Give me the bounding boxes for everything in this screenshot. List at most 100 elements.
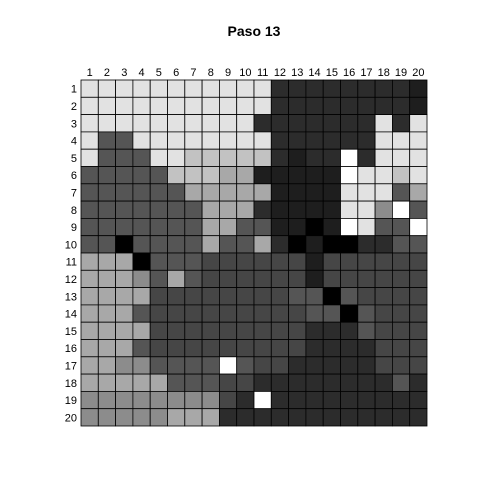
heatmap-cell-r5-c4 (132, 148, 151, 167)
heatmap-cell-r8-c11 (253, 200, 272, 219)
heatmap-cell-r3-c1 (80, 114, 99, 133)
heatmap-cell-r11-c12 (270, 252, 289, 271)
heatmap-cell-r18-c18 (374, 373, 393, 392)
heatmap-cell-r6-c3 (115, 166, 134, 185)
heatmap-cell-r5-c16 (340, 148, 359, 167)
y-tick-label: 20 (65, 412, 77, 424)
heatmap-cell-r19-c8 (201, 390, 220, 410)
heatmap-cell-r7-c1 (80, 183, 99, 202)
heatmap-cell-r1-c2 (97, 79, 117, 98)
heatmap-cell-r9-c3 (115, 217, 134, 237)
heatmap-cell-r10-c17 (357, 235, 376, 254)
heatmap-cell-r3-c15 (322, 114, 341, 133)
heatmap-cell-r10-c2 (97, 235, 117, 254)
heatmap-cell-r8-c19 (391, 200, 411, 219)
heatmap-cell-r2-c15 (322, 96, 341, 116)
heatmap-cell-r9-c4 (132, 217, 151, 237)
heatmap-cell-r20-c14 (305, 408, 324, 427)
heatmap-cell-r14-c5 (149, 304, 168, 323)
heatmap-cell-r8-c20 (409, 200, 428, 219)
heatmap-cell-r16-c17 (357, 339, 376, 358)
heatmap-cell-r15-c8 (201, 321, 220, 340)
heatmap-cell-r15-c14 (305, 321, 324, 340)
heatmap-cell-r1-c8 (201, 79, 220, 98)
heatmap-cell-r10-c9 (218, 235, 238, 254)
heatmap-cell-r12-c8 (201, 269, 220, 288)
heatmap-cell-r10-c1 (80, 235, 99, 254)
heatmap-cell-r18-c14 (305, 373, 324, 392)
heatmap-cell-r16-c4 (132, 339, 151, 358)
heatmap-cell-r20-c11 (253, 408, 272, 427)
x-tick-label: 15 (326, 67, 338, 79)
heatmap-cell-r9-c5 (149, 217, 168, 237)
heatmap-cell-r18-c6 (167, 373, 186, 392)
heatmap-cell-r17-c18 (374, 356, 393, 375)
heatmap-cell-r15-c1 (80, 321, 99, 340)
heatmap-cell-r13-c20 (409, 287, 428, 306)
heatmap-cell-r9-c7 (184, 217, 203, 237)
y-tick-label: 3 (71, 118, 77, 130)
heatmap-cell-r7-c4 (132, 183, 151, 202)
heatmap-cell-r8-c6 (167, 200, 186, 219)
heatmap-cell-r19-c7 (184, 390, 203, 410)
heatmap-cell-r2-c14 (305, 96, 324, 116)
heatmap-cell-r14-c19 (391, 304, 411, 323)
y-tick-label: 15 (65, 326, 77, 338)
heatmap-cell-r5-c7 (184, 148, 203, 167)
heatmap-cell-r14-c16 (340, 304, 359, 323)
heatmap-cell-r12-c13 (288, 269, 307, 288)
heatmap-cell-r9-c19 (391, 217, 411, 237)
x-tick-label: 9 (225, 67, 231, 79)
heatmap-cell-r15-c11 (253, 321, 272, 340)
y-tick-label: 8 (71, 205, 77, 217)
heatmap-cell-r18-c10 (236, 373, 255, 392)
heatmap-cell-r17-c10 (236, 356, 255, 375)
heatmap-cell-r5-c15 (322, 148, 341, 167)
heatmap-cell-r5-c11 (253, 148, 272, 167)
y-tick-label: 5 (71, 153, 77, 165)
heatmap-cell-r9-c12 (270, 217, 289, 237)
heatmap-cell-r7-c10 (236, 183, 255, 202)
heatmap-cell-r17-c2 (97, 356, 117, 375)
heatmap-cell-r6-c16 (340, 166, 359, 185)
heatmap-cell-r11-c5 (149, 252, 168, 271)
heatmap-cell-r17-c16 (340, 356, 359, 375)
x-tick-label: 7 (190, 67, 196, 79)
heatmap-cell-r10-c18 (374, 235, 393, 254)
heatmap-cell-r9-c14 (305, 217, 324, 237)
heatmap-cell-r4-c15 (322, 131, 341, 150)
heatmap-cell-r18-c13 (288, 373, 307, 392)
heatmap-cell-r11-c8 (201, 252, 220, 271)
heatmap-cell-r7-c7 (184, 183, 203, 202)
x-tick-label: 12 (274, 67, 286, 79)
heatmap-cell-r12-c5 (149, 269, 168, 288)
heatmap-cell-r1-c13 (288, 79, 307, 98)
heatmap-cell-r13-c3 (115, 287, 134, 306)
heatmap-cell-r11-c17 (357, 252, 376, 271)
heatmap-cell-r8-c5 (149, 200, 168, 219)
heatmap-cell-r11-c16 (340, 252, 359, 271)
heatmap-cell-r9-c13 (288, 217, 307, 237)
heatmap-cell-r19-c3 (115, 390, 134, 410)
heatmap-cell-r13-c2 (97, 287, 117, 306)
heatmap-cell-r7-c5 (149, 183, 168, 202)
heatmap-cell-r5-c10 (236, 148, 255, 167)
heatmap-cell-r8-c16 (340, 200, 359, 219)
heatmap-cell-r19-c2 (97, 390, 117, 410)
heatmap-cell-r2-c9 (218, 96, 238, 116)
heatmap-cell-r4-c20 (409, 131, 428, 150)
heatmap-cell-r14-c10 (236, 304, 255, 323)
heatmap-cell-r6-c17 (357, 166, 376, 185)
heatmap-cell-r11-c18 (374, 252, 393, 271)
heatmap-cell-r8-c2 (97, 200, 117, 219)
heatmap-cell-r14-c18 (374, 304, 393, 323)
x-tick-label: 5 (156, 67, 162, 79)
heatmap-cell-r7-c3 (115, 183, 134, 202)
heatmap-cell-r7-c2 (97, 183, 117, 202)
x-tick-label: 8 (208, 67, 214, 79)
heatmap-cell-r12-c2 (97, 269, 117, 288)
heatmap-cell-r2-c7 (184, 96, 203, 116)
heatmap-cell-r18-c2 (97, 373, 117, 392)
heatmap-cell-r15-c17 (357, 321, 376, 340)
